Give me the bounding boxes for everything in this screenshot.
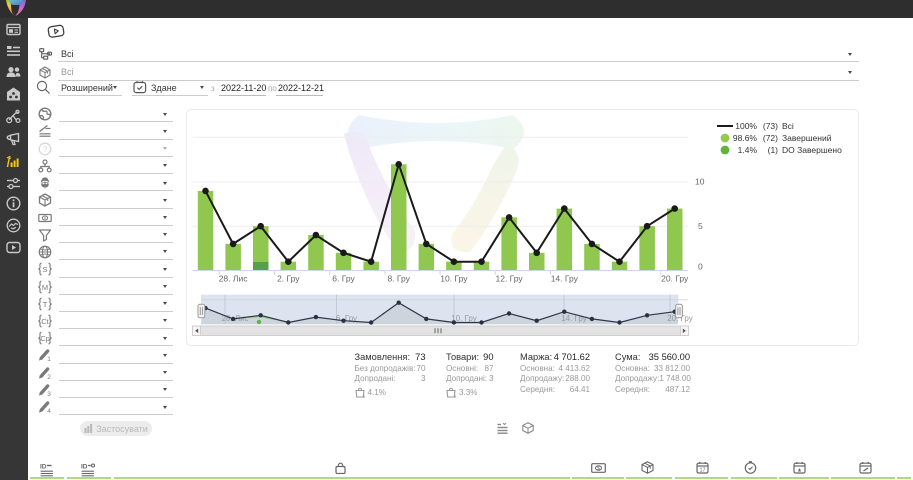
svg-text:(72): (72): [763, 133, 778, 143]
svg-text:$: $: [597, 466, 600, 472]
svg-text:10: 10: [695, 177, 705, 187]
svg-text:(73): (73): [763, 121, 778, 131]
svg-text:1.4%: 1.4%: [738, 145, 758, 155]
svg-text:10. Гру: 10. Гру: [451, 314, 477, 323]
svg-text:98.6%: 98.6%: [733, 133, 758, 143]
svg-text:8. Гру: 8. Гру: [387, 274, 410, 284]
svg-text:20. Гру: 20. Гру: [667, 314, 693, 323]
svg-text:1: 1: [47, 356, 51, 362]
svg-text:10. Гру: 10. Гру: [440, 274, 468, 284]
svg-text:20. Гру: 20. Гру: [661, 274, 689, 284]
svg-text:ID: ID: [40, 464, 47, 471]
svg-text:Ct: Ct: [41, 317, 49, 326]
svg-text:Cp: Cp: [40, 334, 50, 343]
svg-text:0: 0: [698, 262, 703, 272]
svg-text:?: ?: [43, 144, 48, 154]
svg-text:3: 3: [47, 391, 51, 397]
svg-text:4: 4: [47, 408, 51, 414]
svg-text:17: 17: [699, 468, 705, 474]
svg-text:6. Гру: 6. Гру: [332, 274, 355, 284]
svg-text:100%: 100%: [735, 121, 757, 131]
svg-text:6. Гру: 6. Гру: [336, 314, 357, 323]
svg-text:S: S: [42, 265, 47, 274]
svg-text:x: x: [363, 394, 365, 398]
svg-text:5: 5: [698, 221, 703, 231]
svg-text:14. Гру: 14. Гру: [551, 274, 579, 284]
svg-text:Завершений: Завершений: [782, 133, 832, 143]
svg-text:T: T: [43, 300, 48, 309]
svg-text:Всі: Всі: [782, 121, 794, 131]
svg-text:28. Лис: 28. Лис: [219, 274, 249, 284]
svg-text:2. Гру: 2. Гру: [277, 274, 300, 284]
svg-text:2: 2: [47, 374, 51, 380]
svg-text:M: M: [42, 283, 48, 292]
svg-text:14. Гру: 14. Гру: [561, 314, 587, 323]
svg-text:12. Гру: 12. Гру: [496, 274, 524, 284]
svg-text:ID: ID: [81, 464, 88, 471]
svg-text:x: x: [454, 394, 456, 398]
svg-text:DO Завершено: DO Завершено: [782, 145, 842, 155]
svg-text:(1): (1): [768, 145, 779, 155]
